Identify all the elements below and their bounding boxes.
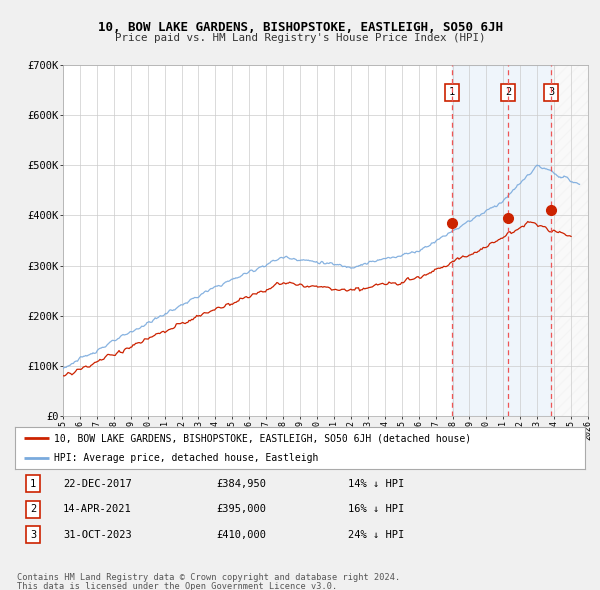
Text: £410,000: £410,000 [216,530,266,539]
Text: 14% ↓ HPI: 14% ↓ HPI [348,479,404,489]
Text: £384,950: £384,950 [216,479,266,489]
Text: 31-OCT-2023: 31-OCT-2023 [63,530,132,539]
Text: £395,000: £395,000 [216,504,266,514]
Text: 16% ↓ HPI: 16% ↓ HPI [348,504,404,514]
Text: 22-DEC-2017: 22-DEC-2017 [63,479,132,489]
Text: 10, BOW LAKE GARDENS, BISHOPSTOKE, EASTLEIGH, SO50 6JH: 10, BOW LAKE GARDENS, BISHOPSTOKE, EASTL… [97,21,503,34]
Text: 3: 3 [30,530,36,539]
Text: This data is licensed under the Open Government Licence v3.0.: This data is licensed under the Open Gov… [17,582,337,590]
Text: 1: 1 [449,87,455,97]
Bar [551,65,588,416]
Bar [452,65,551,416]
Text: HPI: Average price, detached house, Eastleigh: HPI: Average price, detached house, East… [54,453,318,463]
Text: Price paid vs. HM Land Registry's House Price Index (HPI): Price paid vs. HM Land Registry's House … [115,33,485,43]
Text: Contains HM Land Registry data © Crown copyright and database right 2024.: Contains HM Land Registry data © Crown c… [17,573,400,582]
Text: 10, BOW LAKE GARDENS, BISHOPSTOKE, EASTLEIGH, SO50 6JH (detached house): 10, BOW LAKE GARDENS, BISHOPSTOKE, EASTL… [54,433,471,443]
Text: 2: 2 [505,87,511,97]
Text: 14-APR-2021: 14-APR-2021 [63,504,132,514]
Text: 1: 1 [30,479,36,489]
Text: 24% ↓ HPI: 24% ↓ HPI [348,530,404,539]
Text: 3: 3 [548,87,554,97]
Text: 2: 2 [30,504,36,514]
